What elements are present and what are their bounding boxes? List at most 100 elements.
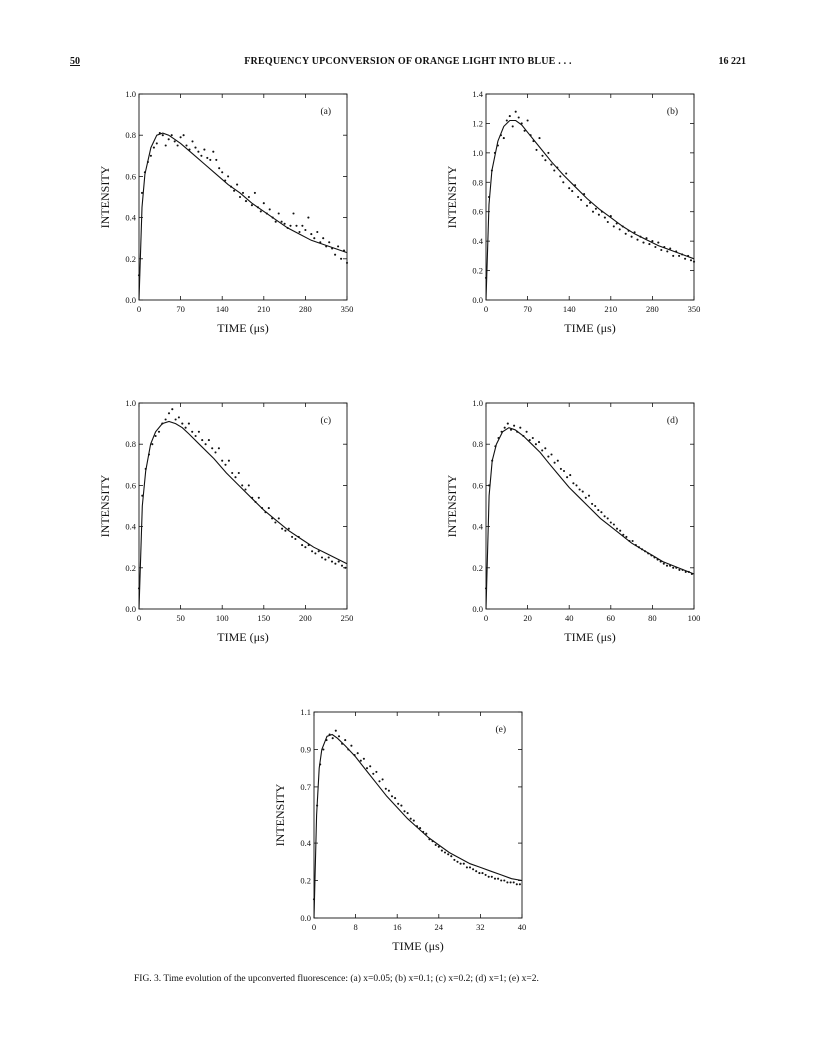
- data-point: [544, 447, 547, 450]
- plot-e-svg: 0 8 16 24 32 40 0.0 0.2 0.4 0.7 0.9 1.1 TIME (μs) INT…: [273, 707, 527, 953]
- data-point: [328, 241, 331, 244]
- data-point: [434, 843, 437, 847]
- plot-frame: [485, 402, 695, 610]
- y-tick-label: 0.0: [125, 295, 136, 305]
- volume-page: 16 221: [718, 56, 747, 67]
- data-point: [503, 426, 506, 429]
- data-point: [164, 418, 167, 421]
- data-point: [218, 167, 221, 170]
- data-point: [207, 439, 210, 442]
- panel-label: (d): [667, 415, 678, 426]
- data-point: [468, 866, 472, 869]
- data-point: [478, 872, 481, 875]
- data-point: [500, 879, 503, 882]
- data-point: [517, 116, 520, 119]
- data-point: [221, 459, 224, 462]
- data-point: [214, 451, 217, 454]
- x-tick-label: 40: [518, 922, 527, 932]
- data-point: [409, 817, 412, 820]
- data-point: [330, 560, 334, 563]
- data-point: [238, 195, 242, 199]
- data-point: [211, 447, 214, 450]
- data-point: [167, 412, 171, 415]
- x-tick-label: 150: [257, 613, 270, 623]
- plot-panel-a: 0 70 140 210 280 350 0.0 0.2 0.4 0.6 0.8 1.0 TIME (μ…: [95, 88, 370, 348]
- data-point: [502, 137, 505, 140]
- x-tick-label: 70: [176, 304, 185, 314]
- x-tick-label: 0: [484, 613, 488, 623]
- running-title: FREQUENCY UPCONVERSION OF ORANGE LIGHT I…: [244, 56, 572, 67]
- data-point: [625, 535, 628, 538]
- panel-label: (e): [495, 724, 506, 735]
- y-tick-label: 0.4: [125, 522, 136, 532]
- data-point: [678, 568, 681, 571]
- y-tick-label: 0.0: [472, 295, 483, 305]
- data-point: [692, 260, 696, 263]
- data-point: [633, 231, 636, 234]
- x-tick-label: 210: [604, 304, 617, 314]
- data-point: [184, 426, 187, 429]
- fit-curve: [138, 420, 348, 610]
- data-point: [327, 556, 330, 559]
- data-point: [509, 428, 513, 431]
- y-tick-label: 0.8: [125, 130, 136, 140]
- data-point: [301, 544, 304, 547]
- plot-c-svg: 0 50 100 150 200 250 0.0 0.2 0.4 0.6 0.8 1.0 TIME (μ…: [98, 398, 354, 644]
- data-point: [177, 416, 180, 419]
- data-point: [648, 243, 651, 246]
- data-point: [672, 566, 675, 569]
- data-point: [378, 780, 381, 783]
- x-tick-label: 16: [393, 922, 402, 932]
- data-point: [528, 439, 531, 442]
- data-point: [642, 241, 645, 244]
- x-tick-label: 32: [476, 922, 485, 932]
- data-point: [304, 546, 307, 549]
- x-tick-label: 140: [563, 304, 576, 314]
- x-tick-label: 8: [353, 922, 357, 932]
- data-point: [550, 163, 553, 166]
- data-point: [669, 247, 672, 250]
- data-point: [185, 144, 188, 147]
- data-point: [556, 459, 559, 462]
- y-tick-label: 0.0: [472, 604, 483, 614]
- x-axis-label: TIME (μs): [217, 321, 268, 335]
- data-point: [412, 819, 415, 822]
- x-tick-label: 24: [435, 922, 444, 932]
- data-point: [344, 739, 347, 742]
- y-tick-label: 1.0: [472, 148, 483, 158]
- data-point: [345, 261, 349, 264]
- data-point: [513, 424, 516, 427]
- x-tick-label: 60: [607, 613, 616, 623]
- data-point: [519, 426, 522, 429]
- data-point: [535, 148, 538, 151]
- data-point: [534, 443, 537, 446]
- y-tick-label: 0.2: [472, 563, 483, 573]
- data-point: [291, 535, 294, 538]
- y-tick-label: 1.1: [300, 707, 311, 717]
- data-point: [636, 238, 639, 241]
- data-point: [594, 207, 597, 210]
- data-point: [170, 134, 173, 137]
- page-number: 50: [70, 56, 80, 67]
- data-point: [603, 216, 606, 219]
- data-point: [456, 860, 459, 863]
- x-tick-label: 250: [341, 613, 354, 623]
- data-point: [200, 154, 203, 157]
- x-tick-label: 280: [299, 304, 312, 314]
- data-point: [537, 441, 541, 444]
- data-point: [403, 810, 406, 813]
- x-tick-label: 100: [216, 613, 229, 623]
- data-point: [337, 245, 340, 248]
- data-point: [503, 879, 506, 882]
- data-point: [313, 237, 316, 240]
- data-point: [167, 138, 170, 141]
- data-point: [447, 853, 450, 856]
- plot-panel-c: 0 50 100 150 200 250 0.0 0.2 0.4 0.6 0.8 1.0 TIME (μ…: [95, 397, 370, 657]
- data-point: [187, 422, 190, 425]
- data-point: [215, 158, 218, 161]
- data-point: [387, 789, 390, 792]
- data-point: [259, 210, 262, 213]
- y-axis-label: INTENSITY: [98, 474, 112, 537]
- data-point: [274, 521, 277, 524]
- data-point: [206, 156, 209, 159]
